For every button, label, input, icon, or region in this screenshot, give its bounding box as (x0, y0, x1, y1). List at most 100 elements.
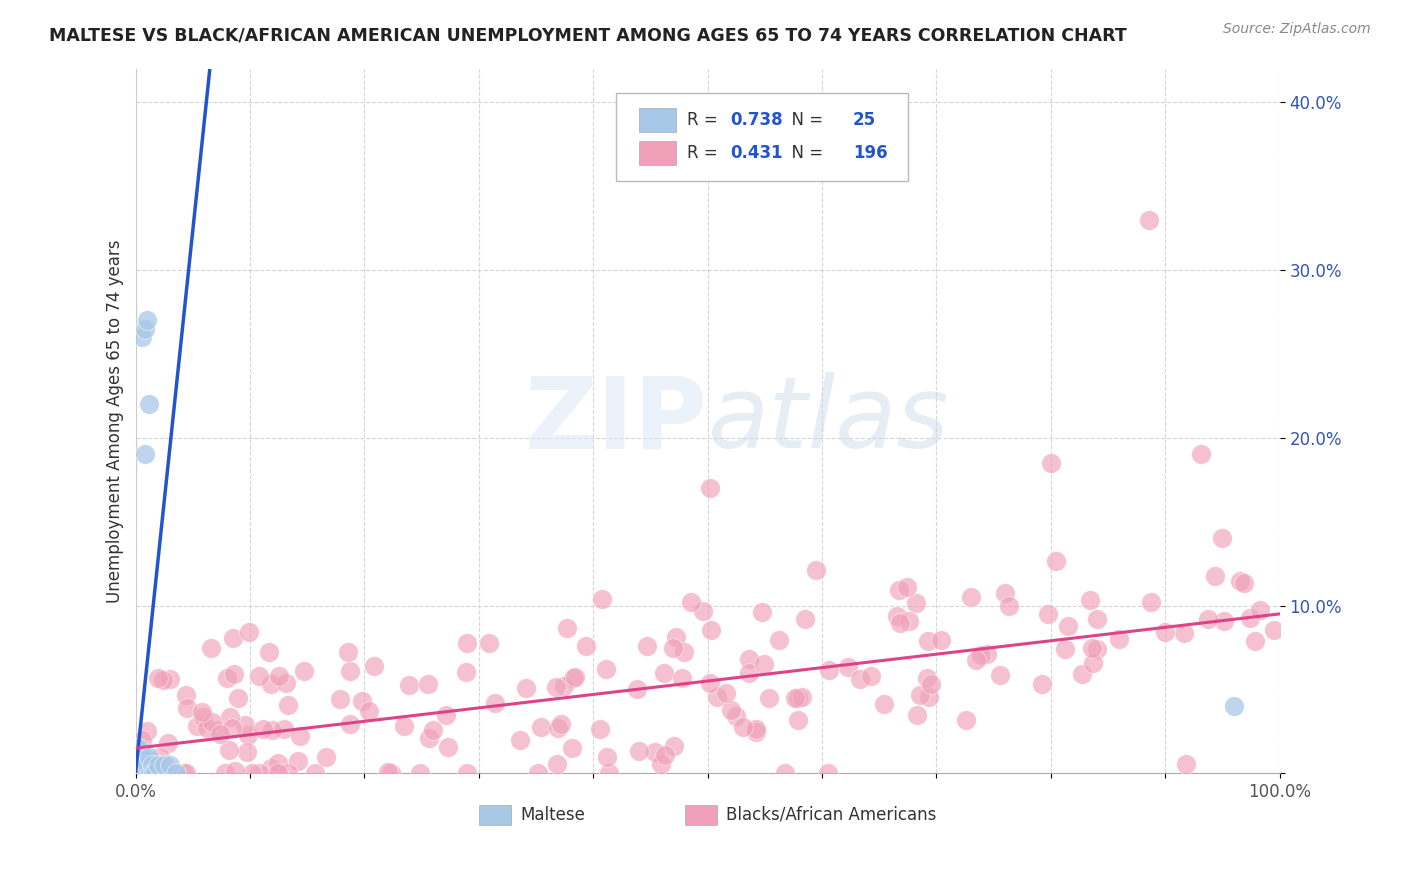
Point (138, 766, 160, 780)
Point (125, 766, 148, 780)
Point (1085, 612, 1108, 626)
Point (754, 657, 776, 671)
Point (654, 747, 676, 762)
Point (561, 671, 583, 685)
Text: 0.431: 0.431 (730, 145, 783, 162)
Point (392, 719, 415, 733)
Point (148, 758, 170, 772)
Point (363, 659, 385, 673)
Point (555, 621, 578, 635)
Point (988, 667, 1011, 681)
Point (1173, 626, 1195, 640)
Point (574, 640, 596, 654)
Point (152, 673, 174, 687)
Point (134, 766, 156, 780)
Point (544, 681, 567, 695)
Point (219, 710, 242, 724)
Point (768, 633, 790, 648)
Point (240, 766, 263, 780)
Y-axis label: Unemployment Among Ages 65 to 74 years: Unemployment Among Ages 65 to 74 years (107, 239, 124, 603)
Point (699, 676, 721, 690)
Point (247, 669, 270, 683)
Point (998, 599, 1021, 614)
Text: R =: R = (688, 111, 723, 129)
Point (1244, 633, 1267, 648)
Point (174, 688, 197, 702)
Point (896, 580, 918, 594)
Point (136, 766, 159, 780)
Point (148, 758, 170, 772)
Point (134, 448, 156, 462)
Point (149, 749, 172, 764)
Point (200, 640, 222, 655)
Point (889, 583, 911, 598)
Point (434, 708, 457, 723)
Point (793, 612, 815, 626)
Point (437, 740, 460, 755)
Point (700, 624, 723, 638)
Point (456, 766, 478, 780)
Point (561, 740, 583, 755)
Point (908, 688, 931, 702)
Point (398, 678, 420, 692)
Point (644, 746, 666, 760)
Point (960, 590, 983, 604)
Point (304, 766, 326, 780)
Point (804, 563, 827, 577)
Point (124, 766, 146, 780)
Point (409, 766, 432, 780)
Point (818, 663, 841, 677)
Point (699, 481, 721, 495)
Point (1137, 212, 1160, 227)
Text: N =: N = (780, 145, 828, 162)
Point (626, 681, 648, 696)
Point (1223, 699, 1246, 714)
Point (277, 766, 299, 780)
Point (173, 766, 195, 780)
Point (193, 709, 215, 723)
Point (1071, 667, 1094, 681)
Point (931, 632, 953, 647)
Point (897, 615, 920, 629)
Point (1081, 640, 1104, 655)
Point (976, 647, 998, 661)
Point (247, 766, 270, 780)
Point (124, 758, 146, 772)
Point (598, 766, 620, 780)
Point (786, 713, 808, 727)
Point (201, 715, 224, 730)
Text: ZIP: ZIP (524, 373, 707, 469)
Point (129, 758, 152, 772)
Point (905, 707, 928, 722)
Point (1154, 625, 1177, 640)
Point (1040, 456, 1063, 470)
Point (904, 596, 927, 610)
Point (994, 585, 1017, 599)
Point (226, 691, 249, 706)
Point (650, 756, 672, 771)
Point (671, 671, 693, 685)
Point (917, 634, 939, 648)
Point (339, 665, 361, 679)
Point (252, 723, 274, 737)
Point (1053, 642, 1076, 657)
Point (787, 691, 810, 706)
Point (745, 725, 768, 739)
Point (143, 766, 166, 780)
Point (1197, 612, 1219, 626)
Point (132, 749, 155, 764)
Point (547, 722, 569, 736)
Point (134, 758, 156, 772)
Point (233, 717, 256, 731)
Text: atlas: atlas (707, 373, 949, 469)
Point (970, 648, 993, 662)
Point (139, 766, 162, 780)
Point (692, 604, 714, 618)
Point (274, 676, 297, 690)
Point (176, 700, 198, 714)
Text: MALTESE VS BLACK/AFRICAN AMERICAN UNEMPLOYMENT AMONG AGES 65 TO 74 YEARS CORRELA: MALTESE VS BLACK/AFRICAN AMERICAN UNEMPL… (49, 27, 1128, 45)
Text: Source: ZipAtlas.com: Source: ZipAtlas.com (1223, 22, 1371, 37)
Point (456, 636, 478, 650)
Point (738, 665, 761, 680)
Point (1139, 595, 1161, 609)
